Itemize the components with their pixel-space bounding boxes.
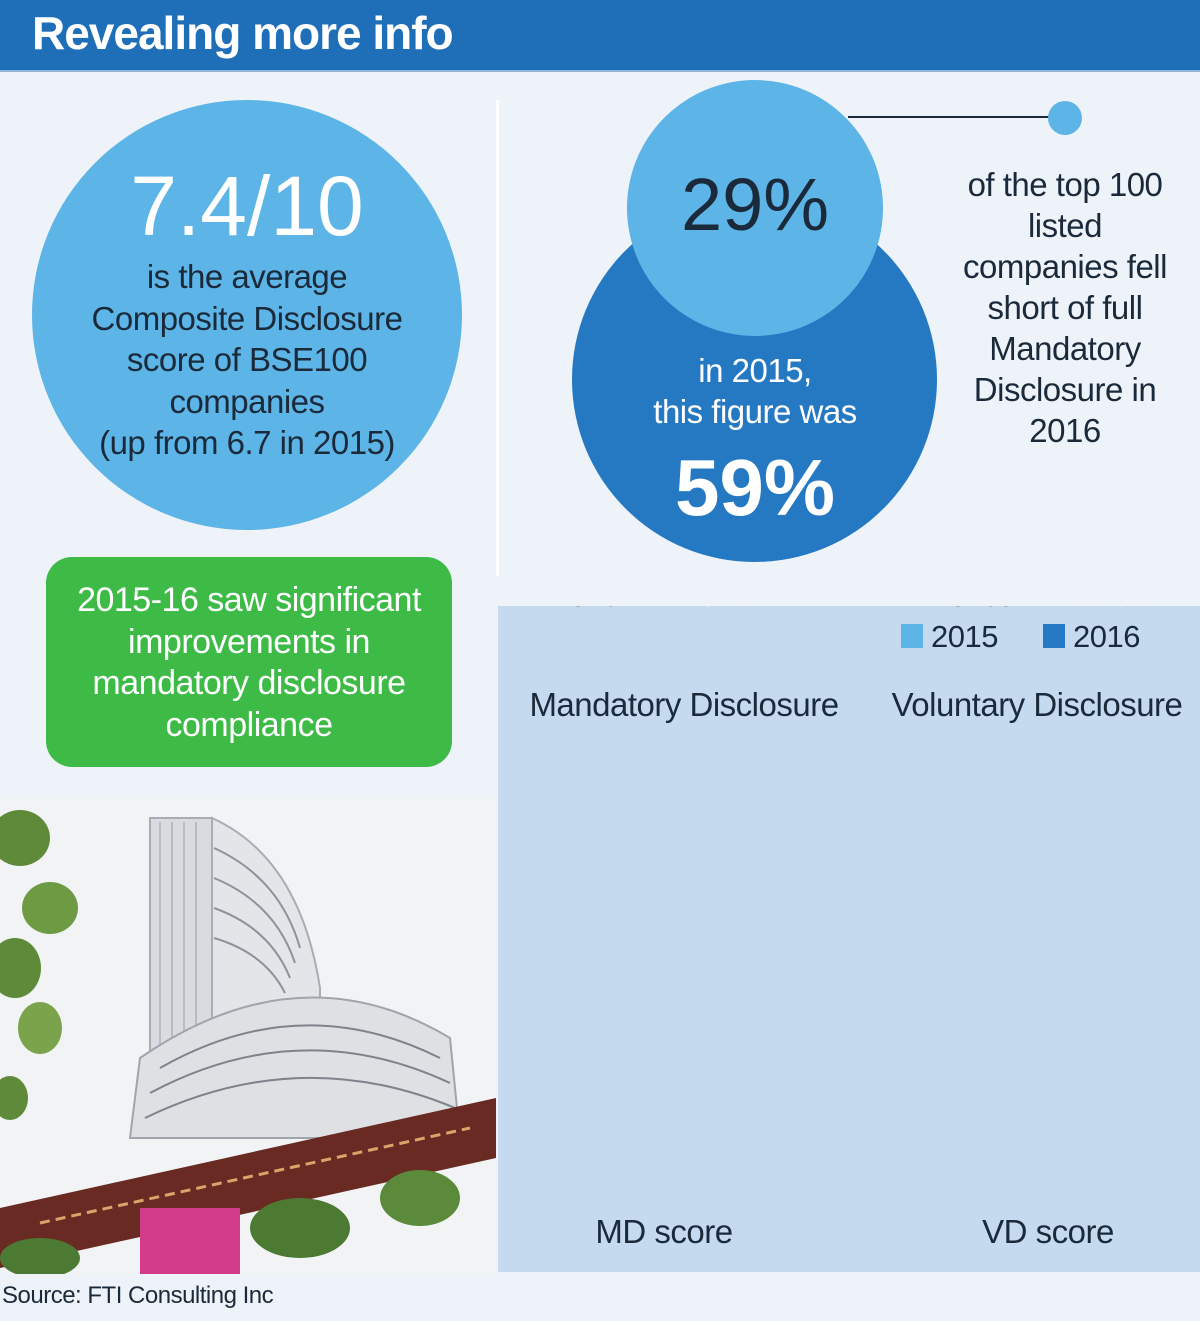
ticker-text xyxy=(39,1126,471,1225)
dome-rings xyxy=(144,1024,456,1119)
highlight-text-line: compliance xyxy=(165,705,333,744)
composite-text-line: companies xyxy=(169,382,325,420)
shortfall-description-line: of the top 100 xyxy=(967,166,1163,203)
highlight-text-line: mandatory disclosure xyxy=(92,664,406,702)
chart-panel xyxy=(498,606,1200,1272)
composite-score-description: is the average Composite Disclosure scor… xyxy=(62,256,432,464)
bar-label-1-2015: 3.7/6 xyxy=(949,606,1013,613)
shortfall-description-line: Mandatory xyxy=(989,330,1141,367)
shortfall-2015-caption-line: in 2015, xyxy=(698,352,812,389)
composite-text-line: (up from 6.7 in 2015) xyxy=(99,424,395,461)
shortfall-description-line: 2016 xyxy=(1029,412,1101,449)
bar-label-0-2015: 3.7/4 xyxy=(569,606,633,613)
shortfall-2015-caption-line: this figure was xyxy=(653,393,857,430)
ticker-band xyxy=(0,1098,496,1268)
header-bar: Revealing more info xyxy=(0,0,1200,72)
bar-label-1-2016: 3.1/6 xyxy=(1079,606,1143,613)
legend-label-2016: 2016 xyxy=(1073,619,1140,654)
source-note: Source: FTI Consulting Inc xyxy=(2,1282,274,1309)
group-xlabel-1: VD score xyxy=(982,1213,1114,1250)
billboard xyxy=(140,1208,240,1274)
shortfall-description-line: short of full xyxy=(987,289,1143,326)
shortfall-description-line: listed xyxy=(1027,207,1103,244)
composite-text-line: is the average xyxy=(146,258,348,295)
palm-trees xyxy=(0,1170,460,1274)
disclosure-bar-chart: 2015 2016 Mandatory Disclosure MD score 3.7/… xyxy=(529,606,1183,1250)
legend-swatch-2015 xyxy=(901,624,923,648)
bar-label-0-2016: 3.1/4 xyxy=(699,606,763,613)
highlight-text-line: 2015-16 saw significant xyxy=(77,581,421,619)
highlight-text: 2015-16 saw significant improvements in … xyxy=(56,580,442,746)
shortfall-2015-value: 59% xyxy=(674,443,836,532)
shortfall-description: of the top 100 listed companies fell sho… xyxy=(945,164,1185,451)
highlight-box xyxy=(46,557,452,767)
shortfall-2016-value: 29% xyxy=(680,163,830,246)
facade-ribs xyxy=(213,847,301,994)
page-title: Revealing more info xyxy=(32,7,454,59)
shortfall-2016-circle xyxy=(627,80,883,336)
highlight-text-line: improvements in xyxy=(128,622,370,661)
dome xyxy=(128,996,462,1139)
shortfall-description-line: Disclosure in xyxy=(973,371,1157,408)
shortfall-description-line: companies fell xyxy=(963,248,1167,285)
group-heading-1: Voluntary Disclosure xyxy=(892,686,1183,723)
composite-text-line: Composite Disclosure xyxy=(91,299,403,337)
legend-label-2015: 2015 xyxy=(931,619,998,654)
composite-score-circle xyxy=(32,100,462,530)
group-xlabel-0: MD score xyxy=(595,1213,732,1250)
pointer-dot-icon xyxy=(1048,101,1082,135)
stock-exchange-photo xyxy=(0,798,496,1274)
column-divider xyxy=(496,100,499,576)
tree-foliage xyxy=(0,810,78,1120)
composite-text-line: score of BSE100 xyxy=(126,341,368,378)
legend-swatch-2016 xyxy=(1043,624,1065,648)
shortfall-2015-caption: in 2015, this figure was xyxy=(600,350,910,432)
group-heading-0: Mandatory Disclosure xyxy=(529,686,838,723)
composite-score-value: 7.4/10 xyxy=(130,159,364,253)
pointer-line xyxy=(848,116,1062,118)
